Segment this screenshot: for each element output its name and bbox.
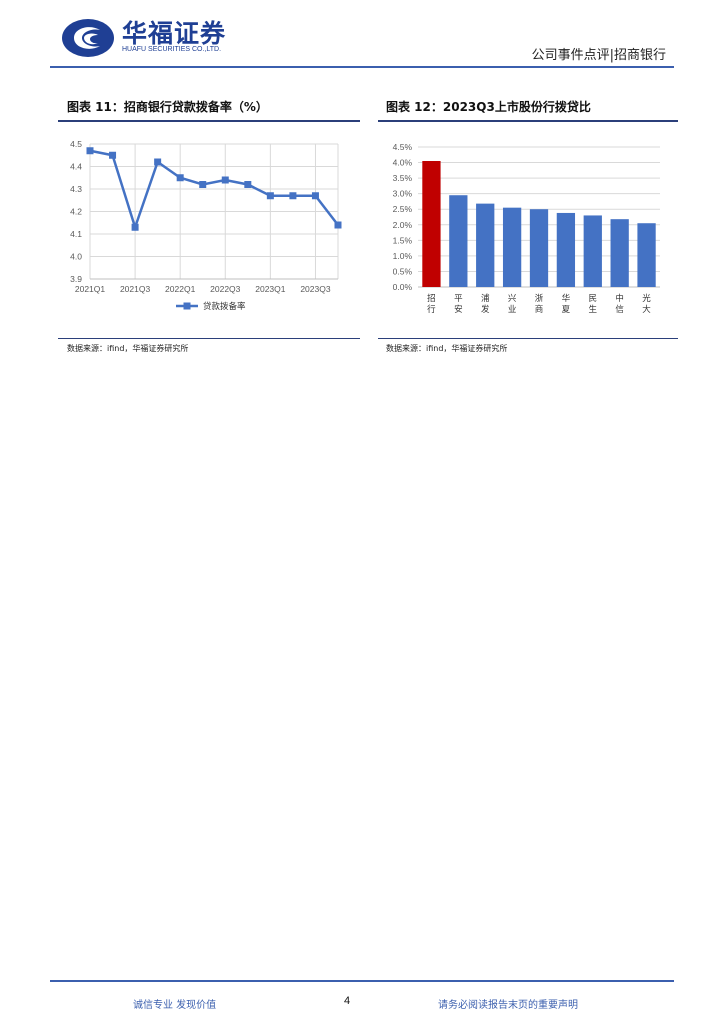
figure-11-source: 数据来源：ifind，华福证券研究所 (67, 344, 189, 353)
x-tick-label: 安 (454, 304, 463, 315)
footer-divider (50, 980, 674, 982)
y-tick-label: 3.9 (70, 274, 82, 284)
logo-english-name: HUAFU SECURITIES CO.,LTD. (122, 46, 222, 53)
y-tick-label: 3.0% (393, 189, 413, 199)
data-point-marker (311, 192, 319, 200)
x-tick-label: 生 (589, 304, 598, 315)
data-point-marker (221, 176, 229, 184)
page-number: 4 (344, 995, 351, 1007)
x-tick-label: 行 (427, 304, 436, 315)
bar (529, 209, 549, 287)
figure-11-top-rule (58, 120, 360, 122)
x-tick-label: 2021Q1 (75, 284, 106, 294)
data-point-marker (289, 192, 297, 200)
data-point-marker (109, 151, 117, 159)
y-tick-label: 4.5% (393, 142, 413, 152)
bar (583, 215, 602, 287)
x-tick-label: 商 (535, 304, 544, 315)
report-type-label: 公司事件点评|招商银行 (531, 48, 666, 63)
figure-11-title: 图表 11：招商银行贷款拨备率（%） (67, 100, 268, 114)
y-tick-label: 4.4 (70, 162, 82, 172)
y-tick-label: 4.3 (70, 184, 82, 194)
y-tick-label: 4.2 (70, 207, 82, 217)
x-tick-label: 平 (454, 294, 463, 304)
x-tick-label: 浙 (535, 293, 544, 304)
y-tick-label: 3.5% (393, 173, 413, 183)
x-tick-label: 信 (615, 304, 624, 315)
figure-12-bottom-rule (378, 338, 678, 339)
y-tick-label: 2.0% (393, 220, 413, 230)
x-tick-label: 大 (642, 304, 651, 315)
footer-disclaimer: 请务必阅读报告末页的重要声明 (438, 1000, 578, 1011)
logo-emblem-icon (62, 19, 114, 57)
y-tick-label: 1.0% (393, 251, 413, 261)
x-tick-label: 发 (481, 304, 490, 315)
y-tick-label: 0.0% (393, 282, 413, 292)
x-tick-label: 中 (615, 293, 624, 304)
y-tick-label: 4.0 (70, 252, 82, 262)
data-point-marker (154, 158, 162, 166)
figure-11-bottom-rule (58, 338, 360, 339)
y-tick-label: 0.5% (393, 266, 413, 276)
bar (476, 203, 495, 287)
bar (556, 212, 576, 287)
data-point-marker (86, 147, 94, 155)
figure-12-title: 图表 12：2023Q3上市股份行拨贷比 (386, 100, 591, 114)
y-tick-label: 4.5 (70, 139, 82, 149)
data-point-marker (266, 192, 274, 200)
x-tick-label: 2023Q1 (255, 284, 286, 294)
data-point-marker (334, 221, 342, 229)
x-tick-label: 浦 (481, 293, 490, 304)
figure-12-bar-chart: 0.0% 0.5% 1.0% 1.5% 2.0% 2.5% 3.0% 3.5% 4.0% 4.5%… (393, 142, 660, 315)
x-tick-label: 兴 (508, 294, 517, 304)
x-tick-label: 华 (562, 293, 571, 304)
bar (502, 207, 522, 287)
legend-marker-swatch (183, 302, 191, 310)
figure-11-line-chart: 3.9 4.0 4.1 4.2 4.3 4.4 4.5 2021Q1 2021Q3 2022Q1 2… (70, 139, 342, 312)
x-tick-label: 2021Q3 (120, 284, 151, 294)
x-tick-label: 夏 (562, 305, 571, 315)
y-tick-label: 1.5% (393, 235, 413, 245)
y-tick-label: 4.0% (393, 158, 413, 168)
figure-12-top-rule (378, 120, 678, 122)
x-tick-label: 2022Q3 (210, 284, 241, 294)
footer-slogan: 诚信专业 发现价值 (133, 1000, 217, 1011)
data-point-marker (176, 174, 184, 182)
logo-chinese-name: 华福证券 (122, 19, 227, 48)
y-tick-label: 2.5% (393, 204, 413, 214)
data-point-marker (244, 181, 252, 188)
data-point-marker (199, 181, 207, 188)
x-tick-label: 2023Q3 (300, 284, 331, 294)
legend-label: 贷款拨备率 (203, 301, 246, 312)
x-tick-label: 2022Q1 (165, 284, 196, 294)
bar (637, 223, 656, 287)
series-line (89, 149, 339, 232)
x-tick-label: 民 (589, 294, 598, 304)
figure-12-source: 数据来源：ifind，华福证券研究所 (386, 344, 508, 353)
bar (422, 161, 441, 287)
x-tick-label: 业 (508, 304, 517, 315)
bar (449, 195, 468, 287)
company-logo: 华福证券 HUAFU SECURITIES CO.,LTD. (60, 14, 250, 62)
bar (610, 219, 629, 287)
x-tick-label: 招 (427, 293, 436, 304)
x-tick-label: 光 (642, 293, 651, 304)
header-divider (50, 66, 674, 68)
y-tick-label: 4.1 (70, 229, 82, 239)
data-point-marker (131, 223, 139, 231)
